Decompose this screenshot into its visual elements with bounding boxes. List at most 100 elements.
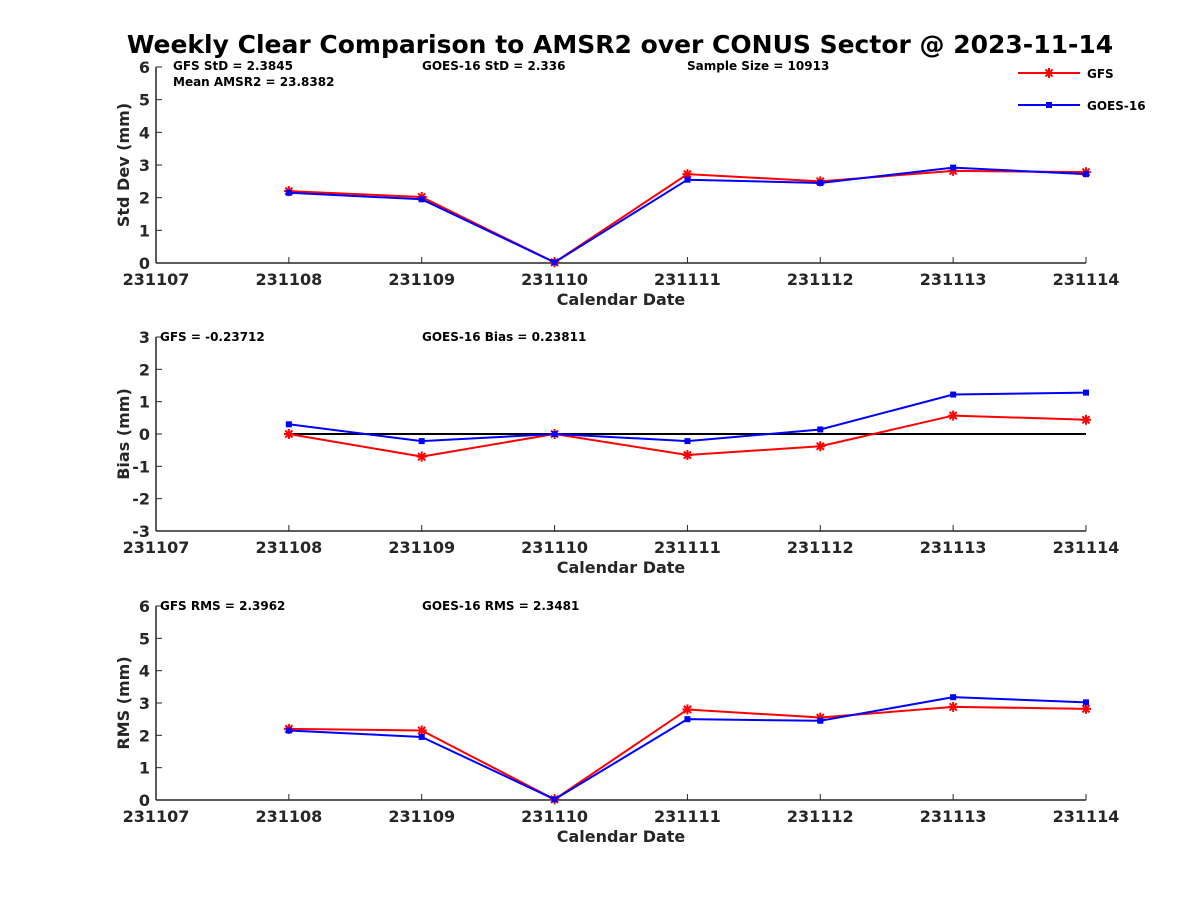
stat-annotation: GFS StD = 2.3845 [173,59,293,73]
data-point-goes16 [285,727,292,734]
y-tick-label: 3 [139,328,150,347]
data-point-goes16 [817,426,824,433]
legend-label: GFS [1087,67,1114,81]
legend-marker-gfs [1044,68,1054,78]
y-tick-label: 0 [139,425,150,444]
legend-label: GOES-16 [1087,99,1146,113]
y-tick-label: 1 [139,759,150,778]
x-tick-label: 231114 [1053,538,1120,557]
data-point-goes16 [817,179,824,186]
data-point-gfs [283,429,294,439]
data-point-goes16 [418,196,425,203]
data-point-gfs [815,441,826,452]
figure-title: Weekly Clear Comparison to AMSR2 over CO… [126,30,1114,59]
y-tick-label: 6 [139,58,150,77]
x-tick-label: 231108 [255,807,322,826]
x-tick-label: 231113 [920,538,987,557]
y-tick-label: 1 [139,393,150,412]
data-point-goes16 [418,438,425,445]
data-point-goes16 [551,259,558,266]
data-point-gfs [682,704,693,715]
y-tick-label: 5 [139,629,150,648]
data-point-goes16 [684,438,691,445]
data-point-goes16 [950,694,957,701]
data-point-gfs [948,165,959,176]
y-tick-label: 4 [139,662,150,681]
y-tick-label: -2 [132,490,150,509]
x-tick-label: 231114 [1053,270,1120,289]
data-point-goes16 [418,733,425,740]
data-point-gfs [416,451,427,462]
x-tick-label: 231110 [521,807,588,826]
x-tick-label: 231112 [787,807,854,826]
x-tick-label: 231110 [521,538,588,557]
data-point-goes16 [285,189,292,196]
x-tick-label: 231107 [123,270,190,289]
x-tick-label: 231111 [654,538,721,557]
x-tick-label: 231107 [123,807,190,826]
y-tick-label: 5 [139,91,150,110]
data-point-goes16 [950,164,957,171]
data-point-gfs [948,410,959,421]
data-point-gfs [682,450,693,461]
data-point-gfs [1081,414,1091,425]
y-tick-label: 3 [139,156,150,175]
legend: GFS GOES-16 [1018,67,1146,113]
data-point-goes16 [684,716,691,723]
stat-annotation: GFS = -0.23712 [160,330,265,344]
x-tick-label: 231109 [388,270,455,289]
stat-annotation: Mean AMSR2 = 23.8382 [173,75,334,89]
y-axis-label: Bias (mm) [114,388,133,480]
data-point-goes16 [950,391,957,398]
legend-marker-goes16 [1046,102,1052,108]
data-point-goes16 [551,796,558,803]
x-tick-label: 231109 [388,807,455,826]
data-point-goes16 [1083,699,1089,706]
y-tick-label: 2 [139,360,150,379]
x-tick-label: 231114 [1053,807,1120,826]
y-axis-label: Std Dev (mm) [114,103,133,227]
data-point-goes16 [1083,389,1089,396]
x-tick-label: 231110 [521,270,588,289]
y-tick-label: 6 [139,597,150,616]
chart-panel-3: 0 1 2 3 4 5 6 231107 231108 231109 231110 231111 231… [114,597,1119,846]
data-point-goes16 [285,421,292,428]
data-point-gfs [416,725,427,736]
x-axis-label: Calendar Date [557,827,686,846]
chart-panel-1: 0 1 2 3 4 5 6 231107 231108 231109 231110 231111 231… [114,58,1119,309]
data-point-goes16 [1083,171,1089,178]
data-point-gfs [682,169,693,180]
y-tick-label: 0 [139,254,150,273]
x-tick-label: 231108 [255,538,322,557]
chart-panel-2: -3 -2 -1 0 1 2 3 231107 231108 231109 231110 231111… [114,328,1119,577]
x-tick-label: 231112 [787,538,854,557]
x-tick-label: 231112 [787,270,854,289]
data-point-gfs [948,701,959,712]
y-tick-label: 3 [139,694,150,713]
x-tick-label: 231113 [920,807,987,826]
y-tick-label: 2 [139,726,150,745]
stat-annotation: Sample Size = 10913 [687,59,829,73]
y-tick-label: -1 [132,457,150,476]
y-tick-label: 1 [139,221,150,240]
x-tick-label: 231109 [388,538,455,557]
stat-annotation: GFS RMS = 2.3962 [160,599,285,613]
data-point-gfs [1081,703,1091,714]
y-tick-label: 2 [139,189,150,208]
x-tick-label: 231108 [255,270,322,289]
series-line-gfs [288,169,1087,264]
data-point-goes16 [551,431,558,437]
stat-annotation: GOES-16 RMS = 2.3481 [422,599,579,613]
y-tick-label: -3 [132,522,150,541]
x-tick-label: 231111 [654,807,721,826]
x-axis-label: Calendar Date [557,558,686,577]
x-tick-label: 231113 [920,270,987,289]
y-tick-label: 0 [139,791,150,810]
x-tick-label: 231111 [654,270,721,289]
data-point-goes16 [684,176,691,183]
stat-annotation: GOES-16 Bias = 0.23811 [422,330,586,344]
y-tick-label: 4 [139,123,150,142]
x-tick-label: 231107 [123,538,190,557]
data-point-goes16 [817,717,824,724]
